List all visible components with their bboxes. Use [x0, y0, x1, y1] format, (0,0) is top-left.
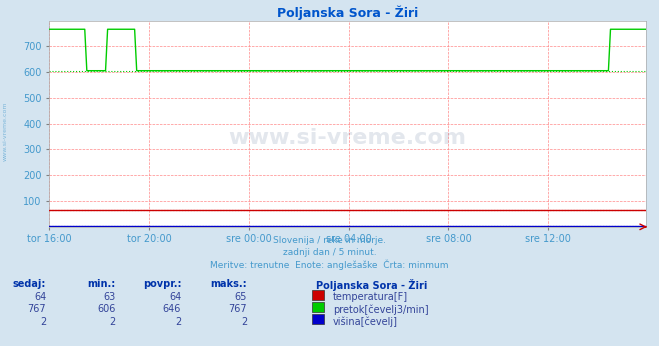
Text: www.si-vreme.com: www.si-vreme.com — [229, 128, 467, 148]
Text: pretok[čevelj3/min]: pretok[čevelj3/min] — [333, 304, 428, 315]
Text: maks.:: maks.: — [210, 279, 247, 289]
Text: 2: 2 — [109, 317, 115, 327]
Text: 2: 2 — [241, 317, 247, 327]
Text: www.si-vreme.com: www.si-vreme.com — [3, 102, 8, 161]
Text: 65: 65 — [235, 292, 247, 302]
Text: min.:: min.: — [87, 279, 115, 289]
Text: 64: 64 — [169, 292, 181, 302]
Text: 2: 2 — [40, 317, 46, 327]
Text: 2: 2 — [175, 317, 181, 327]
Text: 64: 64 — [34, 292, 46, 302]
Text: zadnji dan / 5 minut.: zadnji dan / 5 minut. — [283, 248, 376, 257]
Title: Poljanska Sora - Žiri: Poljanska Sora - Žiri — [277, 5, 418, 20]
Text: povpr.:: povpr.: — [143, 279, 181, 289]
Text: Meritve: trenutne  Enote: anglešaške  Črta: minmum: Meritve: trenutne Enote: anglešaške Črta… — [210, 260, 449, 270]
Text: Poljanska Sora - Žiri: Poljanska Sora - Žiri — [316, 279, 428, 291]
Text: Slovenija / reke in morje.: Slovenija / reke in morje. — [273, 236, 386, 245]
Text: 63: 63 — [103, 292, 115, 302]
Text: 767: 767 — [28, 304, 46, 315]
Text: 767: 767 — [229, 304, 247, 315]
Text: temperatura[F]: temperatura[F] — [333, 292, 408, 302]
Text: višina[čevelj]: višina[čevelj] — [333, 317, 398, 327]
Text: 606: 606 — [97, 304, 115, 315]
Text: sedaj:: sedaj: — [13, 279, 46, 289]
Text: 646: 646 — [163, 304, 181, 315]
